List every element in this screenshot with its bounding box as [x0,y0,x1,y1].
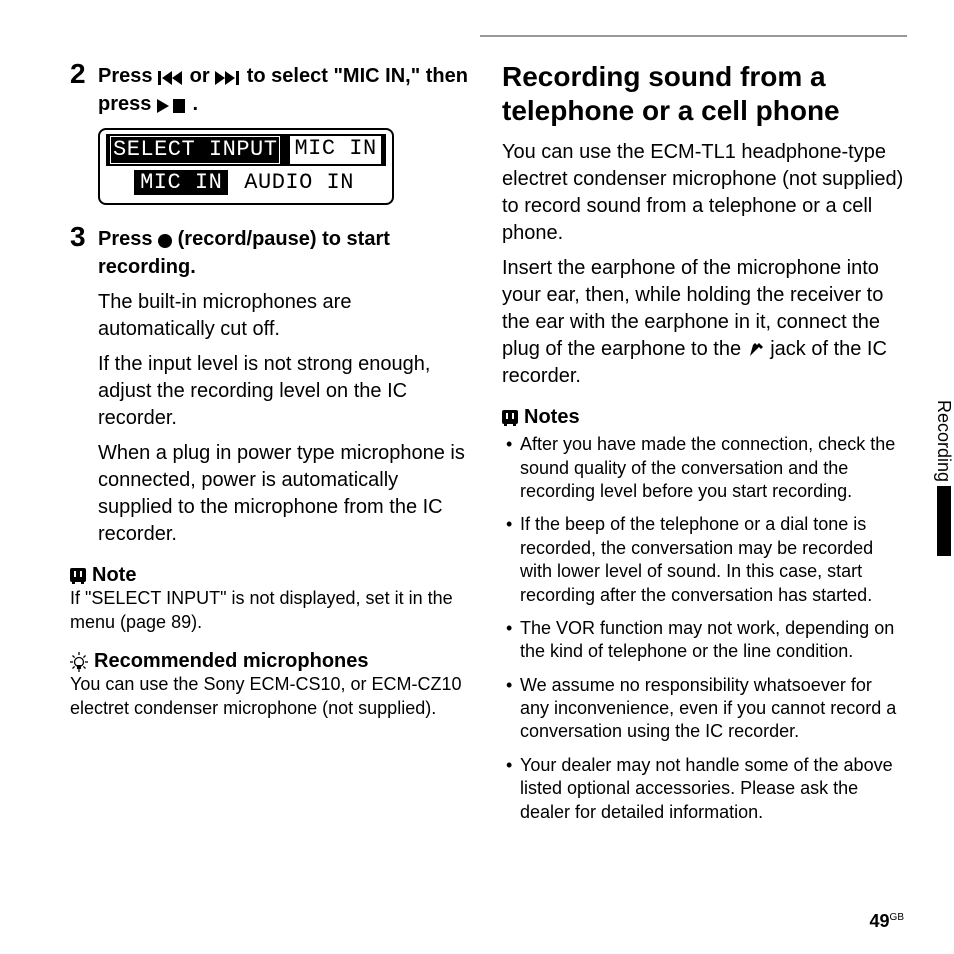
tips-body: You can use the Sony ECM-CS10, or ECM-CZ… [70,673,472,720]
paragraph: You can use the ECM-TL1 headphone-type e… [502,139,904,247]
prev-icon [158,71,184,85]
step-number: 2 [70,60,98,118]
step3-title: Press (record/pause) to start recording. [98,228,390,278]
list-item: After you have made the connection, chec… [506,433,904,503]
lcd-row1: SELECT INPUT MIC IN [106,134,386,166]
page-number: 49GB [870,911,904,932]
top-rule [480,35,907,37]
right-column: Recording sound from a telephone or a ce… [502,60,904,834]
step3-paragraphs: The built-in microphones are automatical… [98,289,472,548]
list-item: We assume no responsibility whatsoever f… [506,674,904,744]
note-icon [502,410,518,426]
paragraph: The built-in microphones are automatical… [98,289,472,343]
play-stop-icon [157,99,187,113]
left-column: 2 Press or to select "MIC IN," then pres… [70,60,472,834]
step-body: Press (record/pause) to start recording. [98,223,472,281]
page-suffix: GB [890,912,904,923]
lcd-row2: MIC IN AUDIO IN [106,170,386,195]
list-item: The VOR function may not work, depending… [506,617,904,664]
paragraph: When a plug in power type microphone is … [98,440,472,548]
step2-title: Press or to select "MIC IN," then press … [98,65,468,115]
side-label: Recording [933,400,954,482]
columns: 2 Press or to select "MIC IN," then pres… [70,60,904,834]
list-item: If the beep of the telephone or a dial t… [506,513,904,607]
lcd-option: AUDIO IN [240,170,358,195]
manual-page: 2 Press or to select "MIC IN," then pres… [0,0,954,954]
paragraph: Insert the earphone of the microphone in… [502,255,904,390]
step-body: Press or to select "MIC IN," then press … [98,60,472,118]
record-icon [158,234,172,248]
step-3: 3 Press (record/pause) to start recordin… [70,223,472,281]
side-bar [937,486,951,556]
step-2: 2 Press or to select "MIC IN," then pres… [70,60,472,118]
next-icon [215,71,241,85]
lcd-display: SELECT INPUT MIC IN MIC IN AUDIO IN [98,128,394,205]
step-number: 3 [70,223,98,281]
note-label: Note [92,564,136,587]
lcd-option-active: MIC IN [134,170,228,195]
page-num: 49 [870,911,890,931]
lcd-label: SELECT INPUT [110,136,280,164]
list-item: Your dealer may not handle some of the a… [506,754,904,824]
tip-icon [70,652,88,672]
notes-label: Notes [524,406,580,429]
paragraph: If the input level is not strong enough,… [98,351,472,432]
text: or [190,65,216,87]
note-icon [70,568,86,584]
text: . [193,93,199,115]
tips-heading: Recommended microphones [70,650,472,673]
note-body: If "SELECT INPUT" is not displayed, set … [70,587,472,634]
text: Press [98,65,158,87]
lcd-value: MIC IN [290,136,380,164]
note-heading: Note [70,564,472,587]
side-tab: Recording [933,400,954,556]
mic-jack-icon [747,340,765,358]
tips-label: Recommended microphones [94,650,369,673]
notes-list: After you have made the connection, chec… [502,433,904,824]
section-heading: Recording sound from a telephone or a ce… [502,60,904,127]
text: Press [98,228,158,250]
notes-heading: Notes [502,406,904,429]
